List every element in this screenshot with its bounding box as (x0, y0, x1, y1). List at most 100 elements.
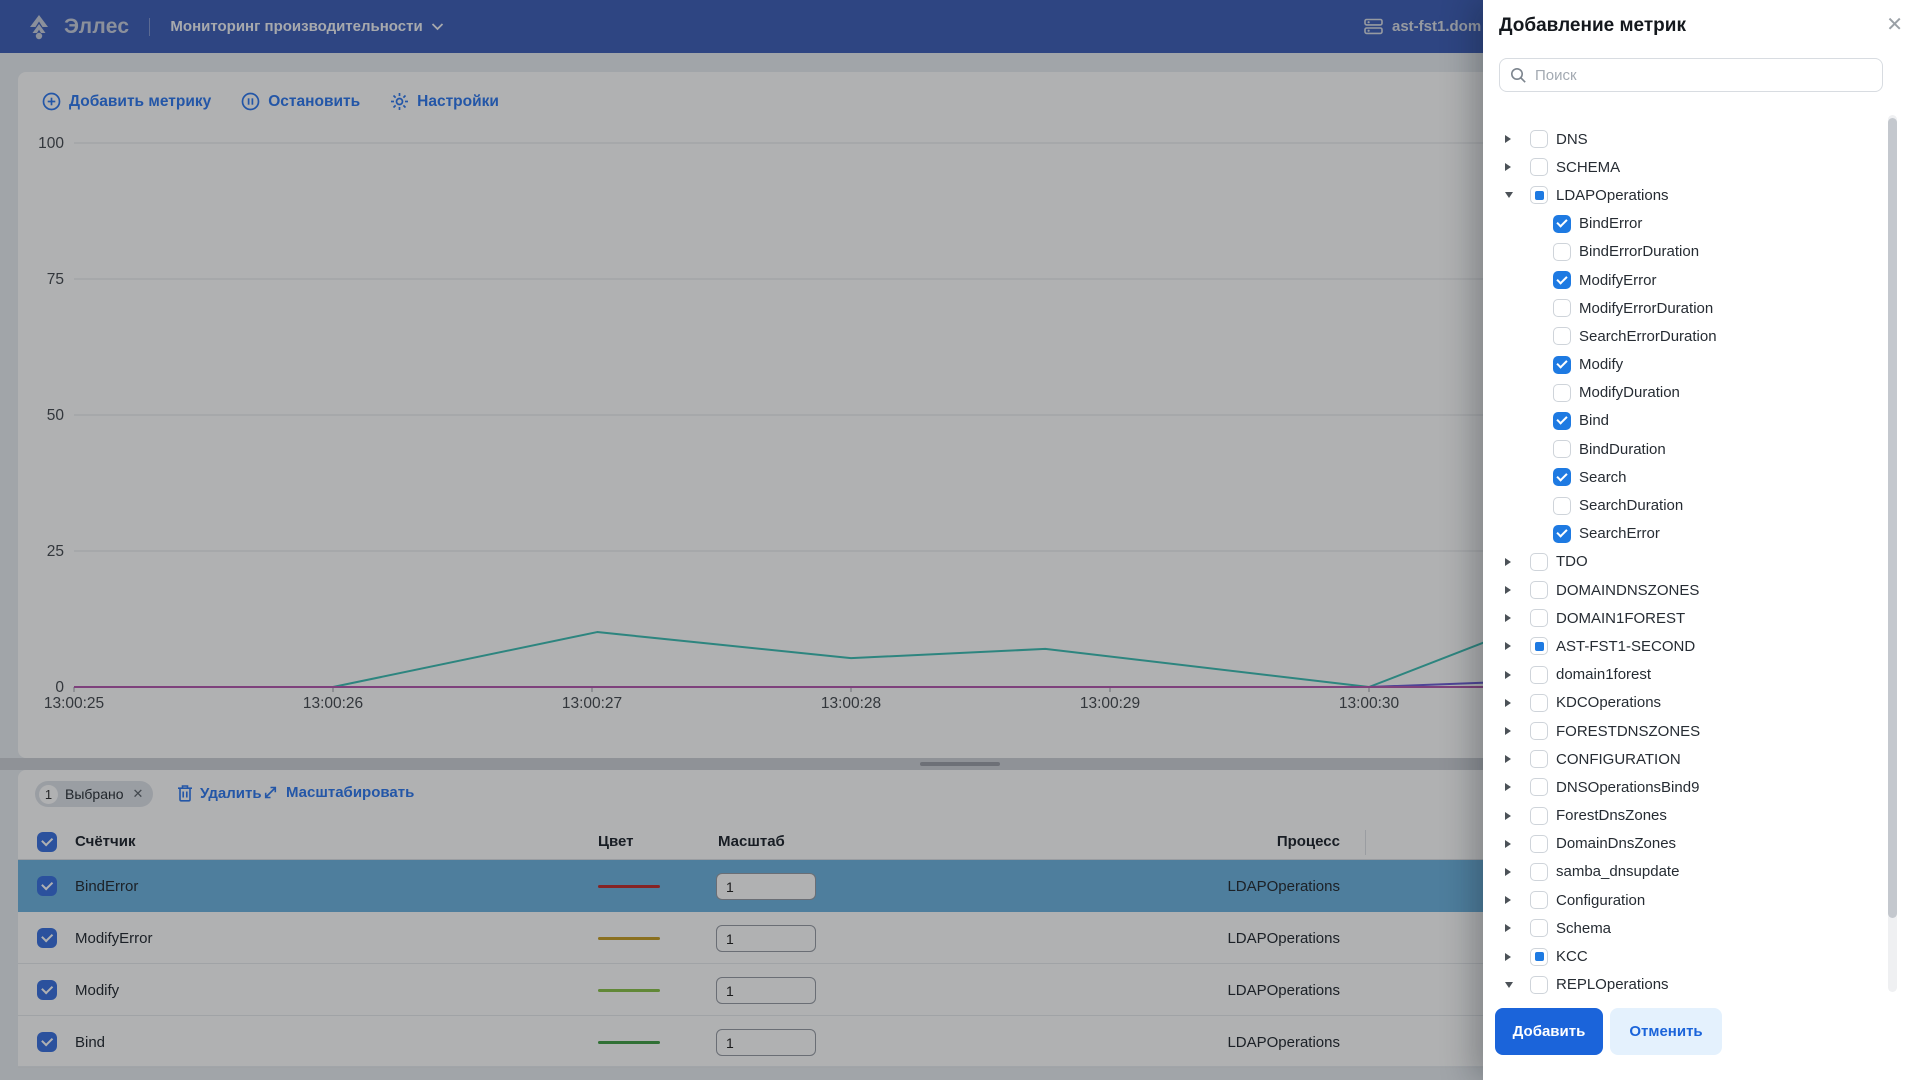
tree-item[interactable]: DOMAIN1FOREST (1483, 604, 1887, 632)
tree-item-label[interactable]: DNSOperationsBind9 (1556, 778, 1700, 796)
tree-item-label[interactable]: DNS (1556, 130, 1588, 148)
tree-arrow[interactable] (1505, 981, 1530, 988)
tree-arrow[interactable] (1505, 896, 1530, 905)
tree-arrow[interactable] (1505, 670, 1530, 679)
scrollbar-thumb[interactable] (1888, 118, 1897, 918)
table-row[interactable]: Bind LDAPOperations (18, 1016, 1902, 1068)
tree-item[interactable]: DomainDnsZones (1483, 830, 1887, 858)
tree-arrow[interactable] (1505, 586, 1530, 595)
tree-checkbox[interactable] (1553, 299, 1571, 318)
search-box[interactable] (1499, 58, 1883, 92)
tree-item-label[interactable]: CONFIGURATION (1556, 750, 1681, 768)
tree-arrow[interactable] (1505, 755, 1530, 764)
tree-checkbox[interactable] (1553, 214, 1571, 233)
tree-checkbox[interactable] (1530, 722, 1548, 741)
tree-checkbox[interactable] (1530, 609, 1548, 628)
tree-item-label[interactable]: Modify (1579, 356, 1624, 374)
tree-arrow[interactable] (1505, 642, 1530, 651)
tree-checkbox[interactable] (1530, 778, 1548, 797)
tree-item[interactable]: ModifyError (1483, 266, 1887, 294)
tree-item-label[interactable]: SCHEMA (1556, 158, 1621, 176)
row-checkbox[interactable] (37, 928, 57, 948)
tree-item-label[interactable]: BindError (1579, 215, 1643, 233)
tree-item[interactable]: REPLOperations (1483, 971, 1887, 999)
tree-item[interactable]: Modify (1483, 351, 1887, 379)
tree-item[interactable]: DOMAINDNSZONES (1483, 576, 1887, 604)
tree-item[interactable]: Configuration (1483, 886, 1887, 914)
delete-button[interactable]: Удалить (177, 784, 262, 802)
tree-checkbox[interactable] (1530, 947, 1548, 966)
row-checkbox[interactable] (37, 1032, 57, 1052)
tree-item[interactable]: DNS (1483, 125, 1887, 153)
tree-item[interactable]: CONFIGURATION (1483, 745, 1887, 773)
tree-checkbox[interactable] (1530, 919, 1548, 938)
tree-item-label[interactable]: REPLOperations (1556, 976, 1669, 994)
tree-item[interactable]: SCHEMA (1483, 153, 1887, 181)
tree-checkbox[interactable] (1530, 806, 1548, 825)
tree-arrow[interactable] (1505, 614, 1530, 623)
row-checkbox[interactable] (37, 980, 57, 1000)
stop-button[interactable]: Остановить (241, 92, 360, 111)
add-metric-button[interactable]: Добавить метрику (42, 92, 211, 111)
tree-item-label[interactable]: FORESTDNSZONES (1556, 722, 1701, 740)
tree-item-label[interactable]: Configuration (1556, 891, 1646, 909)
tree-arrow[interactable] (1505, 839, 1530, 848)
tree-item[interactable]: BindErrorDuration (1483, 238, 1887, 266)
tree-arrow[interactable] (1505, 811, 1530, 820)
tree-item-label[interactable]: DomainDnsZones (1556, 835, 1677, 853)
table-row[interactable]: Modify LDAPOperations (18, 964, 1902, 1016)
tree-item[interactable]: SearchErrorDuration (1483, 322, 1887, 350)
tree-arrow[interactable] (1505, 698, 1530, 707)
clear-selection-icon[interactable]: ✕ (132, 786, 144, 801)
tree-arrow[interactable] (1505, 163, 1530, 172)
tree-item[interactable]: SearchDuration (1483, 491, 1887, 519)
row-scale-input[interactable] (716, 925, 816, 952)
tree-item-label[interactable]: SearchDuration (1579, 497, 1684, 515)
tree-checkbox[interactable] (1553, 496, 1571, 515)
tree-checkbox[interactable] (1530, 637, 1548, 656)
tree-checkbox[interactable] (1530, 891, 1548, 910)
tree-item-label[interactable]: DOMAIN1FOREST (1556, 609, 1686, 627)
tree-checkbox[interactable] (1553, 411, 1571, 430)
tree-item-label[interactable]: Bind (1579, 412, 1610, 430)
search-input[interactable] (1535, 66, 1872, 84)
tree-item[interactable]: ModifyErrorDuration (1483, 294, 1887, 322)
tree-arrow[interactable] (1505, 924, 1530, 933)
tree-item[interactable]: LDAPOperations (1483, 181, 1887, 209)
settings-button[interactable]: Настройки (390, 92, 499, 111)
tree-checkbox[interactable] (1530, 975, 1548, 994)
tree-item-label[interactable]: ModifyDuration (1579, 384, 1680, 402)
tree-item-label[interactable]: SearchError (1579, 525, 1660, 543)
tree-arrow[interactable] (1505, 867, 1530, 876)
tree-arrow[interactable] (1505, 727, 1530, 736)
tree-item-label[interactable]: ModifyError (1579, 271, 1657, 289)
tree-item-label[interactable]: BindErrorDuration (1579, 243, 1700, 261)
row-scale-input[interactable] (716, 873, 816, 900)
tree-item-label[interactable]: AST-FST1-SECOND (1556, 637, 1696, 655)
tree-checkbox[interactable] (1530, 186, 1548, 205)
tree-arrow[interactable] (1505, 192, 1530, 199)
tree-checkbox[interactable] (1530, 693, 1548, 712)
tree-arrow[interactable] (1505, 952, 1530, 961)
tree-arrow[interactable] (1505, 783, 1530, 792)
tree-item[interactable]: domain1forest (1483, 661, 1887, 689)
tree-checkbox[interactable] (1530, 130, 1548, 149)
tree-item[interactable]: AST-FST1-SECOND (1483, 632, 1887, 660)
row-checkbox[interactable] (37, 876, 57, 896)
tree-item[interactable]: BindDuration (1483, 435, 1887, 463)
cancel-button[interactable]: Отменить (1610, 1008, 1722, 1055)
tree-item[interactable]: DNSOperationsBind9 (1483, 773, 1887, 801)
server-selector[interactable]: ast-fst1.dom (1364, 0, 1481, 53)
tree-arrow[interactable] (1505, 135, 1530, 144)
tree-item-label[interactable]: KDCOperations (1556, 694, 1662, 712)
tree-item[interactable]: BindError (1483, 210, 1887, 238)
tree-item-label[interactable]: ForestDnsZones (1556, 807, 1667, 825)
tree-item[interactable]: SearchError (1483, 520, 1887, 548)
tree-checkbox[interactable] (1530, 665, 1548, 684)
modal-backdrop[interactable] (0, 0, 1483, 1080)
tree-arrow[interactable] (1505, 557, 1530, 566)
tree-item-label[interactable]: Schema (1556, 919, 1612, 937)
tree-checkbox[interactable] (1530, 158, 1548, 177)
tree-item-label[interactable]: Search (1579, 468, 1627, 486)
tree-checkbox[interactable] (1530, 862, 1548, 881)
